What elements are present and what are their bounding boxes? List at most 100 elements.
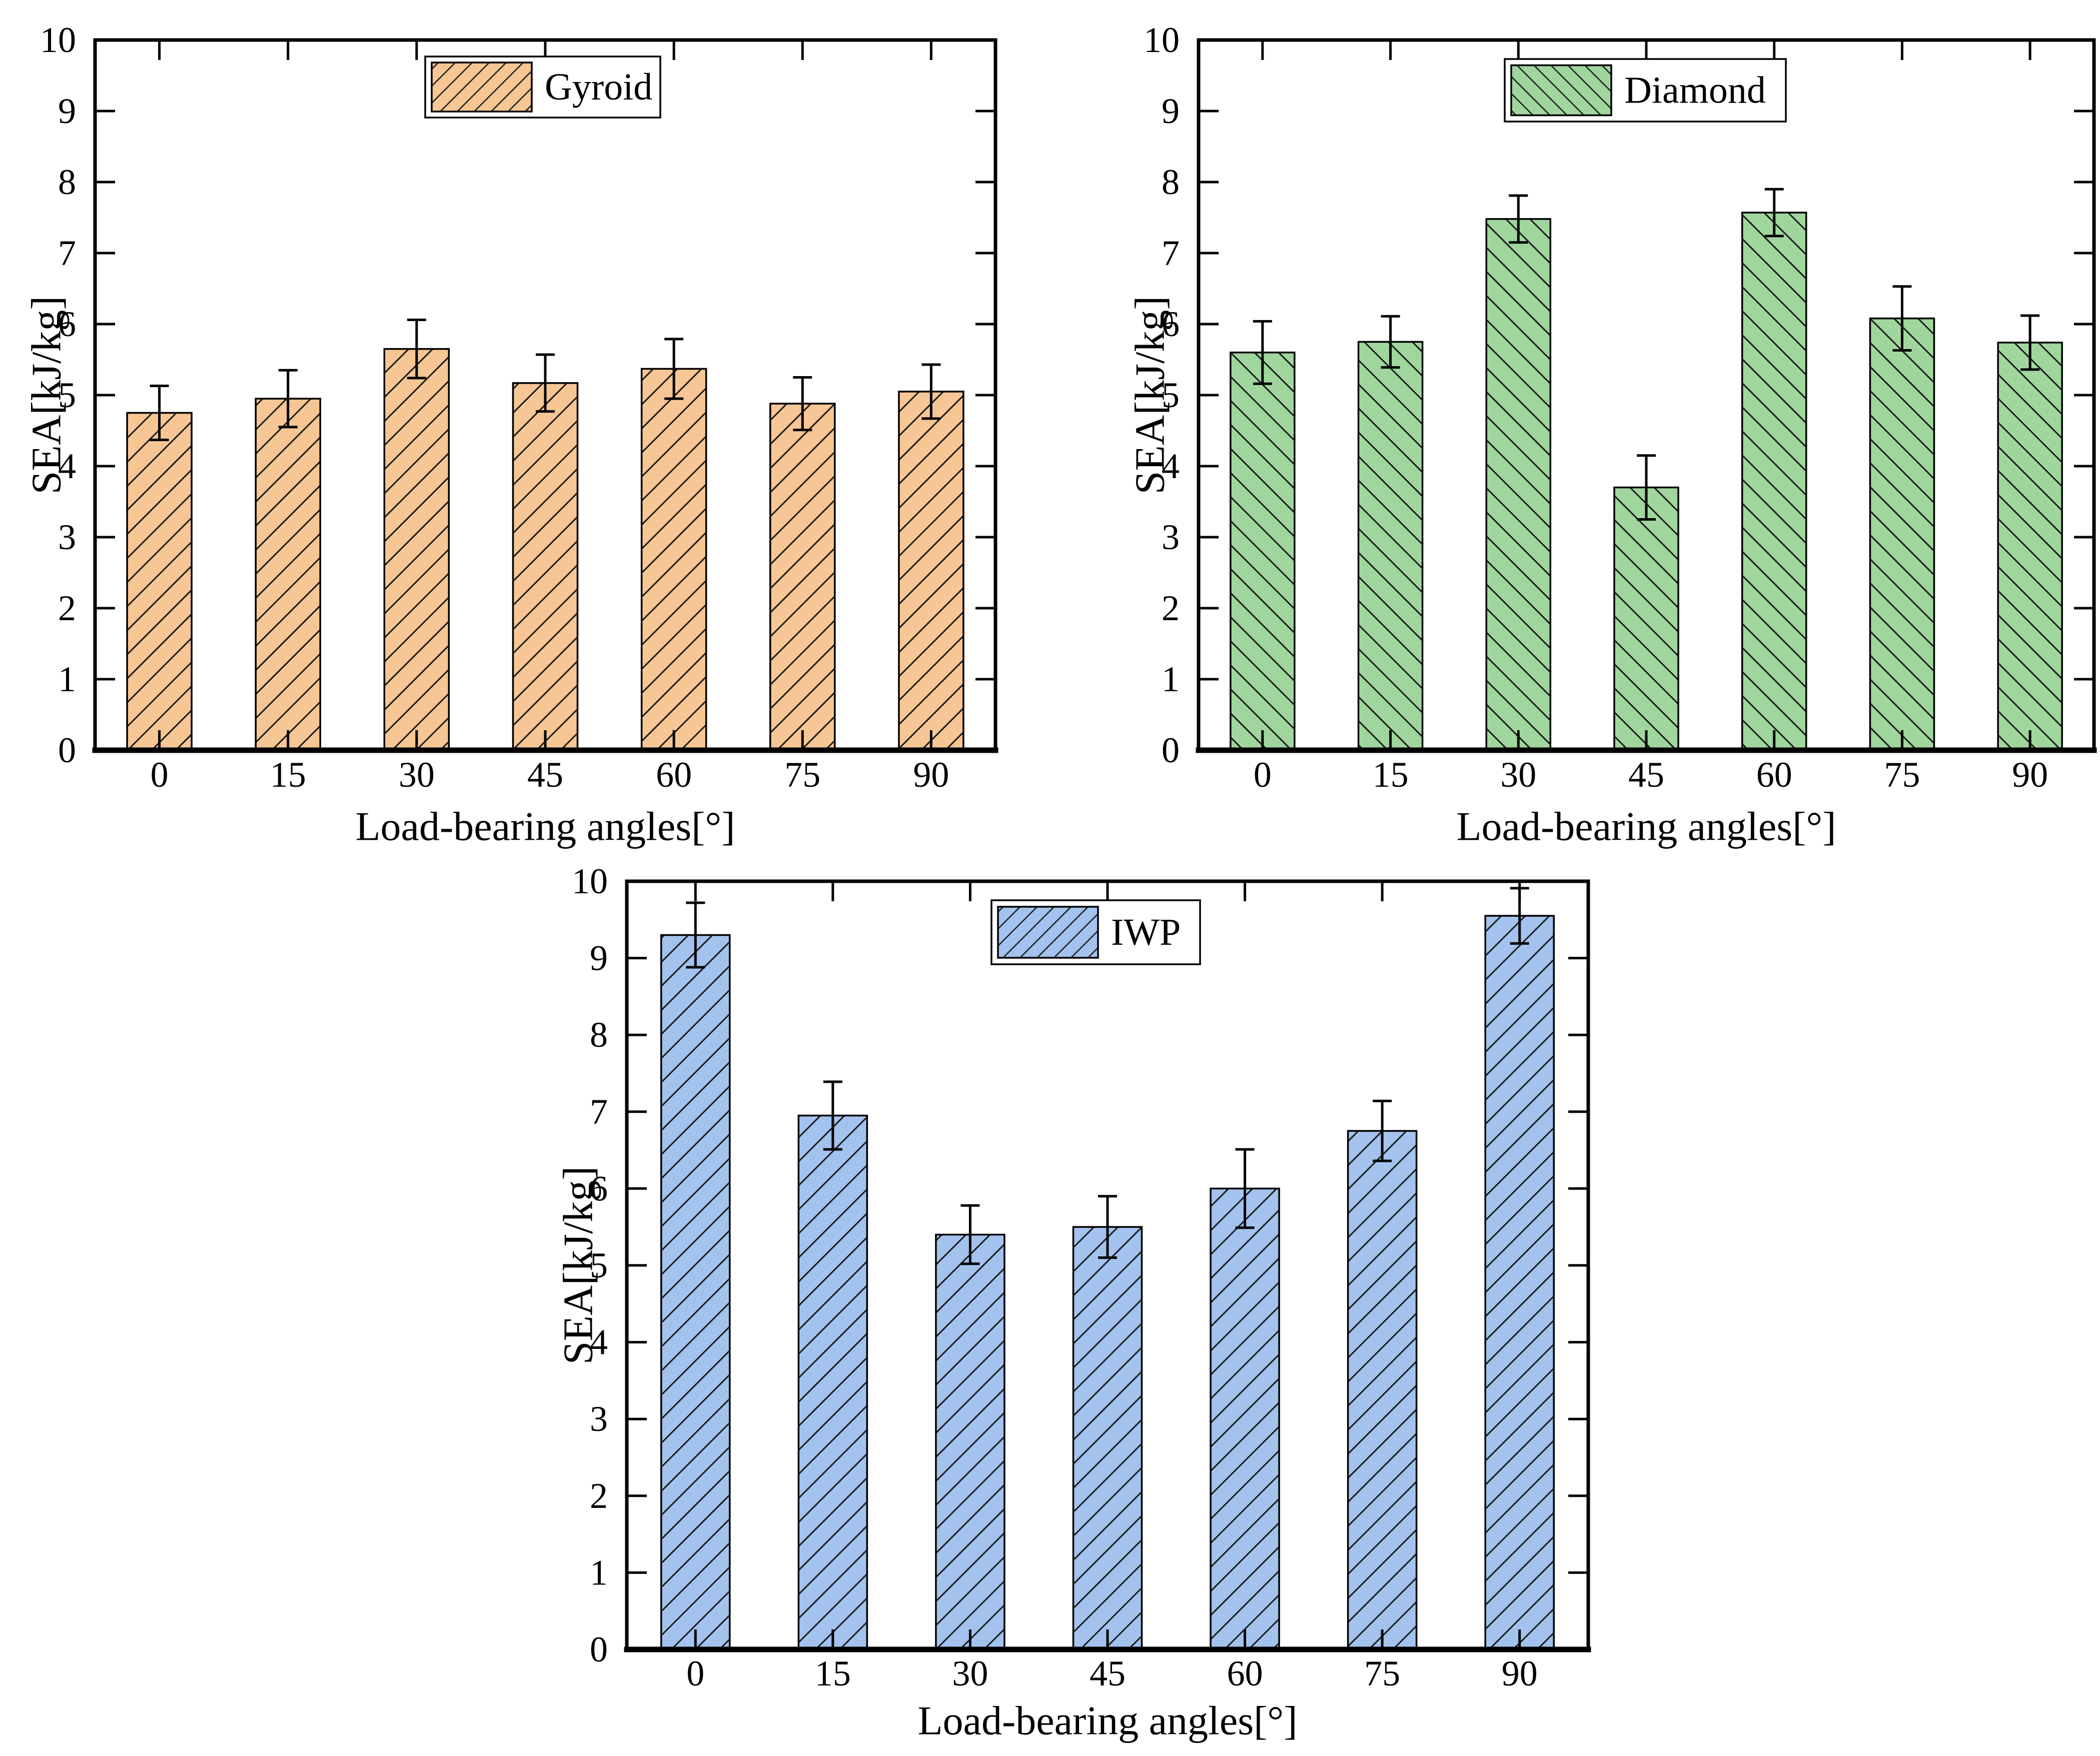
gyroid-xtick-label-75: 75 <box>784 755 820 795</box>
iwp-xtick-label-0: 0 <box>686 1653 704 1693</box>
gyroid-ytick-label-3: 3 <box>58 517 76 557</box>
gyroid-ytick-label-9: 9 <box>58 91 76 131</box>
diamond-errorbar-90 <box>2020 314 2040 371</box>
iwp-bar-75 <box>1347 1130 1418 1650</box>
iwp-ytick-label-7: 7 <box>590 1092 608 1132</box>
iwp-xtick-label-60: 60 <box>1227 1653 1263 1693</box>
diamond-ytick-label-4: 4 <box>1162 446 1180 486</box>
iwp-bar-0 <box>660 934 731 1650</box>
gyroid-ytick-label-8: 8 <box>58 162 76 202</box>
gyroid-errorbar-60 <box>664 338 684 400</box>
diamond-errorbar-45 <box>1637 454 1656 521</box>
gyroid-xtick-label-30: 30 <box>399 755 435 795</box>
diamond-bar-45 <box>1613 486 1679 751</box>
iwp-errorbar-30 <box>960 1204 980 1265</box>
gyroid-bar-90 <box>898 391 964 751</box>
iwp-ytick-label-1: 1 <box>590 1552 608 1592</box>
iwp-bar-30 <box>935 1233 1005 1650</box>
gyroid-errorbar-75 <box>793 376 812 432</box>
gyroid-errorbar-45 <box>536 353 555 413</box>
gyroid-bar-30 <box>383 348 450 751</box>
diamond-legend-label: Diamond <box>1624 70 1766 112</box>
iwp-errorbar-60 <box>1235 1148 1255 1229</box>
gyroid-xtick-label-0: 0 <box>151 755 169 795</box>
diamond-ylabel: SEA[kJ/kg] <box>1127 296 1174 495</box>
diamond-xtick-label-90: 90 <box>2012 755 2048 795</box>
diamond-bar-90 <box>1997 342 2063 751</box>
iwp-xtick-label-45: 45 <box>1090 1653 1126 1693</box>
iwp-ytick-label-8: 8 <box>590 1015 608 1055</box>
gyroid-bar-75 <box>769 403 836 751</box>
iwp-bar-90 <box>1484 915 1555 1650</box>
iwp-xtick-label-75: 75 <box>1364 1653 1400 1693</box>
diamond-bar-0 <box>1230 352 1296 751</box>
iwp-ytick-label-2: 2 <box>590 1476 608 1516</box>
diamond-bar-75 <box>1869 317 1935 751</box>
iwp-ytick-label-5: 5 <box>590 1245 608 1285</box>
gyroid-errorbar-0 <box>150 385 169 441</box>
gyroid-legend-label: Gyroid <box>545 66 652 108</box>
iwp-ytick-label-9: 9 <box>590 938 608 978</box>
gyroid-errorbar-30 <box>407 318 426 380</box>
gyroid-bar-45 <box>512 382 579 751</box>
iwp-ytick-label-6: 6 <box>590 1168 608 1208</box>
gyroid-ytick-label-6: 6 <box>58 304 76 344</box>
diamond-errorbar-15 <box>1381 315 1400 369</box>
diamond-bar-60 <box>1741 212 1807 751</box>
iwp-bar-15 <box>797 1114 868 1650</box>
diamond-ytick-label-10: 10 <box>1144 20 1180 60</box>
gyroid-ytick-label-10: 10 <box>40 20 76 60</box>
iwp-errorbar-75 <box>1373 1099 1392 1162</box>
diamond-xtick-label-75: 75 <box>1884 755 1920 795</box>
diamond-ytick-label-6: 6 <box>1162 304 1180 344</box>
gyroid-bar-15 <box>255 398 321 751</box>
iwp-legend-swatch <box>997 906 1099 959</box>
iwp-ytick-label-10: 10 <box>572 861 608 901</box>
diamond-xtick-label-30: 30 <box>1500 755 1536 795</box>
diamond-xtick-label-45: 45 <box>1628 755 1664 795</box>
diamond-ytick-label-5: 5 <box>1162 375 1180 415</box>
iwp-xtick-label-30: 30 <box>952 1653 988 1693</box>
diamond-xlabel: Load-bearing angles[°] <box>1456 804 1836 849</box>
diamond-ytick-label-0: 0 <box>1162 730 1180 770</box>
gyroid-xtick-label-90: 90 <box>913 755 949 795</box>
diamond-errorbar-60 <box>1764 188 1784 238</box>
gyroid-xtick-label-15: 15 <box>270 755 306 795</box>
gyroid-xtick-label-60: 60 <box>656 755 692 795</box>
gyroid-xlabel: Load-bearing angles[°] <box>355 804 735 849</box>
diamond-errorbar-75 <box>1892 285 1912 352</box>
diamond-xtick-label-60: 60 <box>1756 755 1792 795</box>
iwp-legend: IWP <box>990 899 1201 965</box>
gyroid-ytick-label-1: 1 <box>58 659 76 699</box>
diamond-ytick-label-2: 2 <box>1162 588 1180 628</box>
diamond-ytick-label-3: 3 <box>1162 517 1180 557</box>
diamond-ytick-label-8: 8 <box>1162 162 1180 202</box>
gyroid-bar-0 <box>126 412 193 751</box>
iwp-xtick-label-90: 90 <box>1502 1653 1538 1693</box>
iwp-ytick-label-3: 3 <box>590 1399 608 1439</box>
iwp-xtick-label-15: 15 <box>815 1653 851 1693</box>
iwp-bar-60 <box>1210 1187 1280 1650</box>
gyroid-xtick-label-45: 45 <box>527 755 563 795</box>
iwp-legend-label: IWP <box>1111 911 1181 953</box>
diamond-ytick-label-7: 7 <box>1162 233 1180 273</box>
gyroid-legend-swatch <box>431 62 533 113</box>
iwp-errorbar-15 <box>823 1080 842 1151</box>
diamond-ytick-label-9: 9 <box>1162 91 1180 131</box>
gyroid-bar-60 <box>640 368 707 751</box>
iwp-errorbar-90 <box>1510 887 1529 945</box>
diamond-ytick-label-1: 1 <box>1162 659 1180 699</box>
diamond-bar-15 <box>1357 341 1424 751</box>
diamond-bar-30 <box>1485 218 1552 751</box>
iwp-xlabel: Load-bearing angles[°] <box>917 1698 1297 1743</box>
iwp-bar-45 <box>1072 1226 1143 1650</box>
iwp-ylabel: SEA[kJ/kg] <box>555 1166 602 1365</box>
gyroid-errorbar-90 <box>921 363 941 420</box>
iwp-ytick-label-0: 0 <box>590 1629 608 1669</box>
gyroid-ytick-label-2: 2 <box>58 588 76 628</box>
